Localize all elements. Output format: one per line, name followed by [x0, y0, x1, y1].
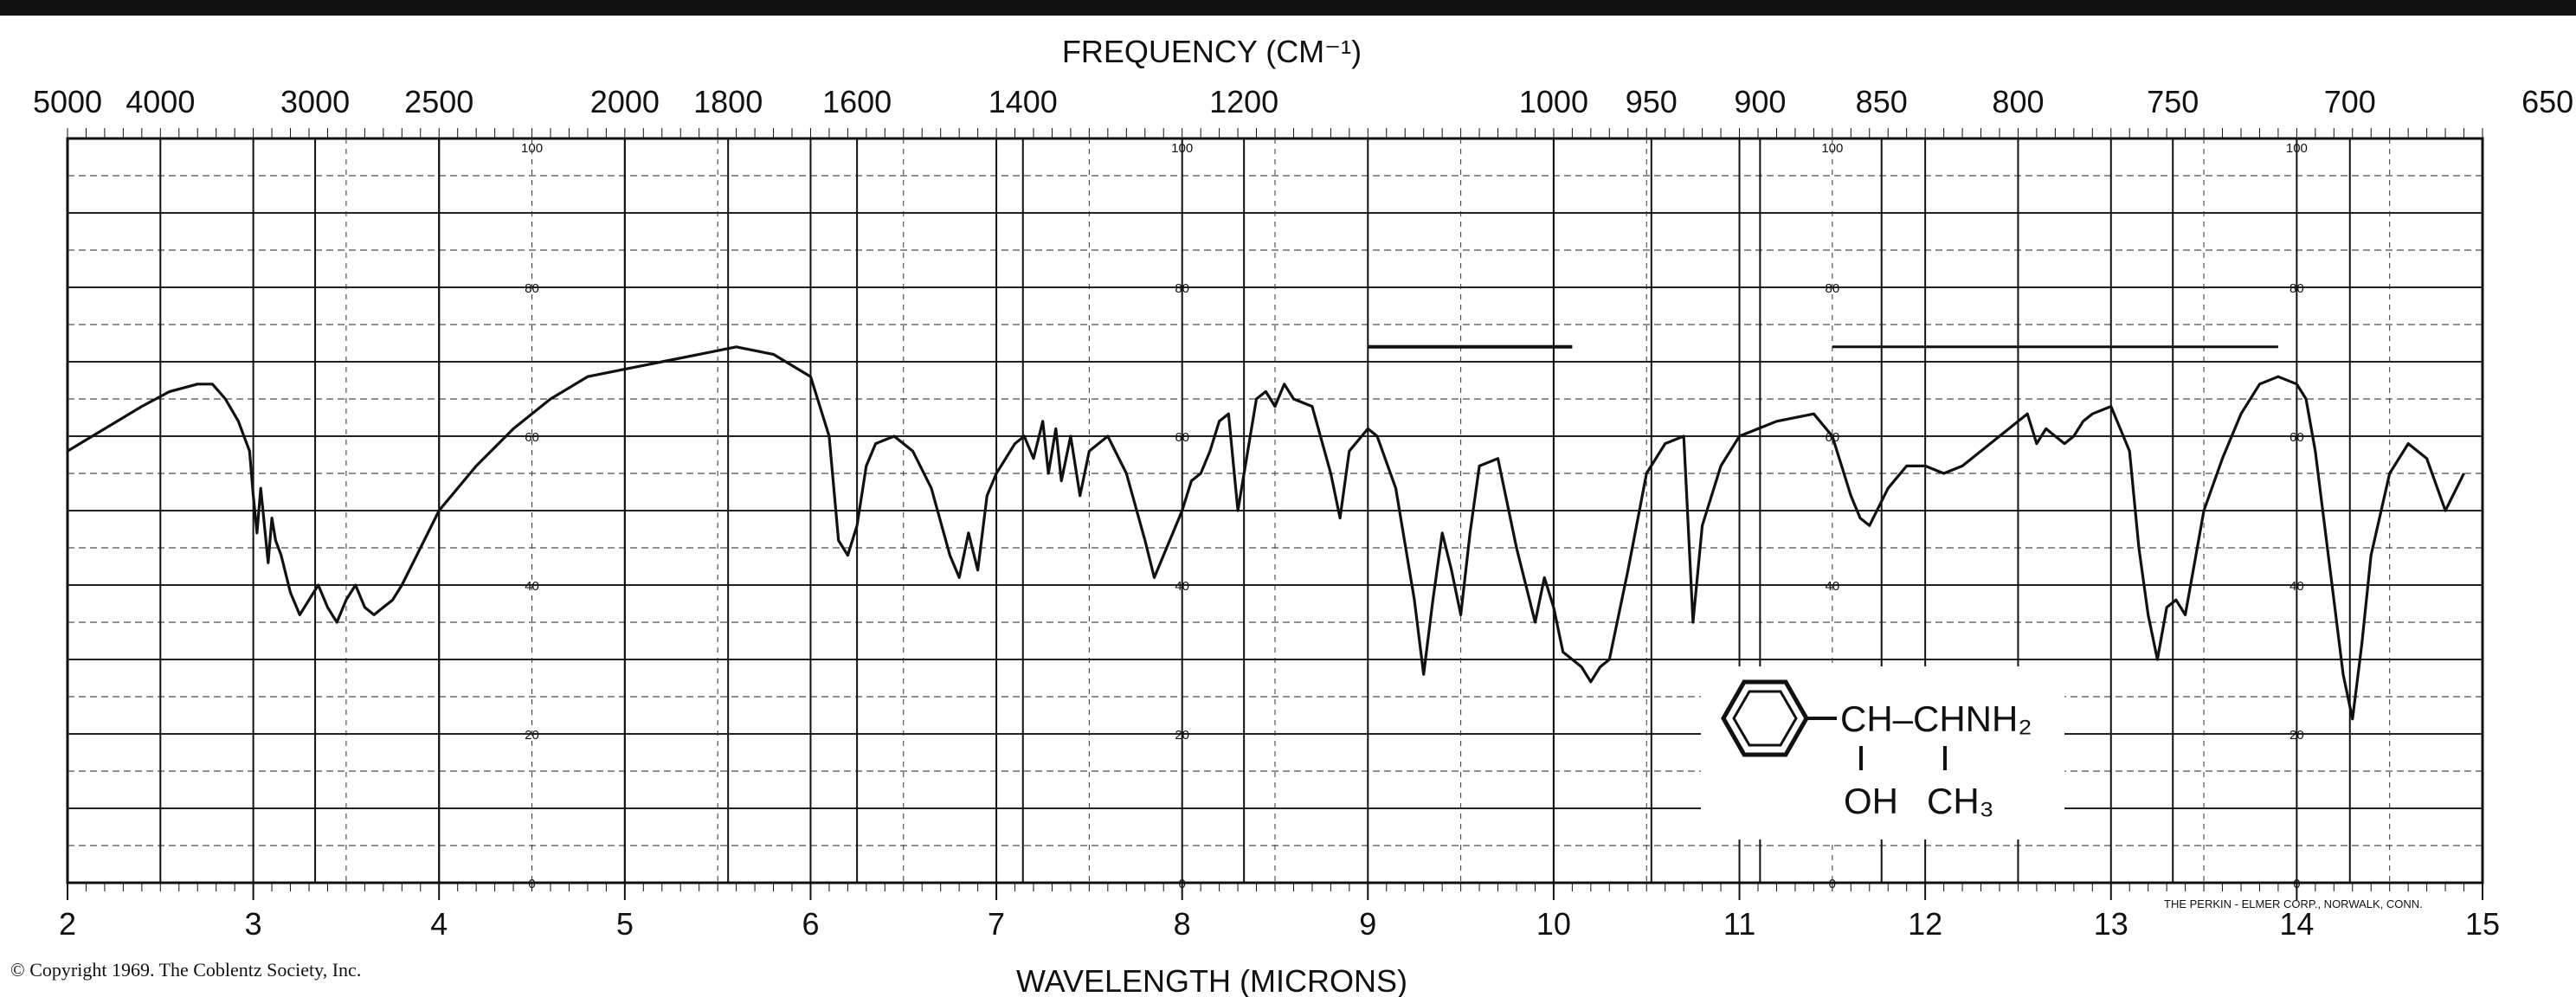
frequency-tick-label: 1600 — [822, 84, 892, 119]
transmittance-tick-label: 20 — [1175, 728, 1189, 743]
transmittance-tick-label: 60 — [1175, 430, 1189, 445]
transmittance-tick-label: 100 — [1171, 141, 1193, 156]
wavelength-tick-label: 3 — [245, 906, 262, 942]
frequency-tick-label: 1400 — [989, 84, 1058, 119]
transmittance-tick-label: 40 — [2289, 579, 2304, 594]
wavelength-tick-label: 6 — [802, 906, 819, 942]
frequency-tick-label: 1200 — [1209, 84, 1278, 119]
frequency-tick-label: 650 — [2521, 84, 2573, 119]
transmittance-tick-label: 20 — [2289, 728, 2304, 743]
transmittance-tick-label: 80 — [525, 281, 539, 296]
copyright-text: © Copyright 1969. The Coblentz Society, … — [10, 959, 362, 981]
transmittance-tick-label: 40 — [525, 579, 539, 594]
spectrum-line — [67, 345, 2465, 721]
wavelength-tick-label: 5 — [616, 906, 634, 942]
wavelength-tick-label: 4 — [430, 906, 448, 942]
wavelength-tick-label: 15 — [2465, 906, 2500, 942]
wavelength-tick-label: 8 — [1174, 906, 1191, 942]
wavelength-tick-label: 14 — [2279, 906, 2314, 942]
transmittance-tick-label: 80 — [2289, 281, 2304, 296]
benzene-inner-ring — [1732, 690, 1798, 747]
frequency-tick-label: 750 — [2147, 84, 2199, 119]
transmittance-tick-label: 0 — [1179, 877, 1186, 891]
frequency-tick-label: 3000 — [280, 84, 350, 119]
transmittance-tick-label: 80 — [1826, 281, 1840, 296]
chemical-structure: CH–CHNH₂ OH CH₃ — [1701, 666, 2064, 839]
wavelength-tick-label: 13 — [2094, 906, 2128, 942]
frequency-tick-label: 850 — [1856, 84, 1908, 119]
wavelength-tick-label: 11 — [1723, 906, 1755, 942]
transmittance-tick-label: 80 — [1175, 281, 1189, 296]
frequency-tick-label: 700 — [2324, 84, 2376, 119]
wavelength-tick-label: 10 — [1536, 906, 1571, 942]
maker-imprint: THE PERKIN - ELMER CORP., NORWALK, CONN. — [2164, 897, 2423, 910]
frequency-tick-label: 1800 — [693, 84, 763, 119]
top-border-band — [0, 0, 2576, 16]
transmittance-tick-label: 60 — [2289, 430, 2304, 445]
frequency-tick-label: 4000 — [126, 84, 195, 119]
transmittance-tick-label: 60 — [525, 430, 539, 445]
grid-layer — [66, 137, 2484, 884]
wavelength-tick-label: 12 — [1908, 906, 1942, 942]
structure-sub-left: OH — [1844, 781, 1898, 821]
transmittance-tick-label: 0 — [2293, 877, 2300, 891]
transmittance-tick-label: 100 — [521, 141, 543, 156]
frequency-axis-title: FREQUENCY (CM⁻¹) — [1062, 34, 1362, 69]
wavelength-tick-label: 7 — [988, 906, 1005, 942]
frequency-tick-label: 950 — [1626, 84, 1678, 119]
wavelength-tick-label: 9 — [1359, 906, 1376, 942]
transmittance-tick-label: 40 — [1175, 579, 1189, 594]
transmittance-tick-label: 0 — [1829, 877, 1836, 891]
transmittance-tick-label: 100 — [2286, 141, 2308, 156]
transmittance-tick-label: 20 — [525, 728, 539, 743]
wavelength-tick-label: 2 — [59, 906, 76, 942]
structure-sub-right: CH₃ — [1927, 781, 1994, 821]
frequency-tick-label: 1000 — [1519, 84, 1588, 119]
frequency-tick-label: 900 — [1734, 84, 1786, 119]
wavelength-axis-title: WAVELENGTH (MICRONS) — [1016, 963, 1407, 997]
frequency-tick-label: 2500 — [404, 84, 473, 119]
transmittance-tick-label: 40 — [1826, 579, 1840, 594]
benzene-ring — [1721, 679, 1809, 757]
frequency-tick-label: 5000 — [33, 84, 102, 119]
transmittance-tick-label: 100 — [1821, 141, 1843, 156]
frequency-tick-label: 800 — [1992, 84, 2044, 119]
transmittance-tick-label: 0 — [528, 877, 535, 891]
frequency-tick-label: 2000 — [590, 84, 660, 119]
curve-layer — [67, 344, 2465, 721]
structure-main: CH–CHNH₂ — [1840, 698, 2032, 739]
